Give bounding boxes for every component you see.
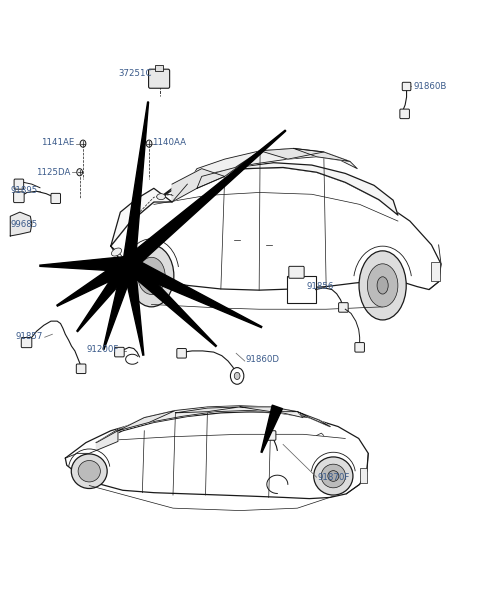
Bar	[360, 467, 367, 483]
Circle shape	[230, 368, 244, 384]
FancyBboxPatch shape	[51, 193, 60, 204]
FancyBboxPatch shape	[177, 349, 186, 358]
Text: 99685: 99685	[10, 220, 37, 229]
Text: 1140AA: 1140AA	[152, 138, 186, 147]
Polygon shape	[111, 168, 441, 290]
Ellipse shape	[72, 454, 107, 488]
Polygon shape	[96, 430, 118, 450]
Text: 1125DA: 1125DA	[36, 168, 71, 177]
Text: 91860B: 91860B	[413, 82, 446, 91]
Ellipse shape	[377, 277, 388, 294]
Text: 91856: 91856	[306, 282, 334, 291]
Polygon shape	[172, 169, 225, 202]
FancyBboxPatch shape	[338, 303, 348, 312]
Polygon shape	[298, 412, 330, 426]
FancyBboxPatch shape	[115, 347, 124, 357]
Polygon shape	[187, 149, 357, 184]
Polygon shape	[77, 260, 134, 331]
Polygon shape	[240, 407, 298, 412]
Bar	[155, 65, 163, 71]
Ellipse shape	[146, 269, 156, 283]
Ellipse shape	[328, 470, 339, 481]
Text: 37251C: 37251C	[119, 69, 152, 78]
Polygon shape	[111, 188, 172, 246]
FancyBboxPatch shape	[355, 343, 364, 352]
Polygon shape	[118, 406, 303, 430]
Polygon shape	[260, 149, 324, 159]
Ellipse shape	[129, 245, 174, 307]
Bar	[287, 276, 316, 303]
Circle shape	[77, 169, 83, 176]
Ellipse shape	[314, 457, 353, 495]
Polygon shape	[197, 151, 260, 188]
FancyBboxPatch shape	[289, 266, 304, 278]
Bar	[432, 261, 440, 281]
Polygon shape	[118, 411, 175, 430]
Ellipse shape	[367, 264, 398, 307]
FancyBboxPatch shape	[400, 109, 409, 119]
Ellipse shape	[111, 248, 121, 256]
FancyBboxPatch shape	[402, 82, 411, 91]
Ellipse shape	[78, 460, 100, 482]
Polygon shape	[123, 102, 149, 264]
Ellipse shape	[138, 257, 165, 294]
Polygon shape	[123, 263, 144, 355]
Polygon shape	[154, 163, 398, 215]
FancyBboxPatch shape	[266, 430, 276, 440]
Polygon shape	[96, 407, 330, 442]
Circle shape	[146, 140, 152, 147]
FancyBboxPatch shape	[21, 337, 32, 347]
Ellipse shape	[157, 193, 165, 199]
Circle shape	[234, 373, 240, 380]
Ellipse shape	[321, 464, 346, 488]
FancyBboxPatch shape	[76, 364, 86, 374]
Text: 1141AE: 1141AE	[41, 138, 74, 147]
FancyBboxPatch shape	[149, 69, 169, 88]
Circle shape	[124, 258, 134, 270]
Text: 91857: 91857	[15, 331, 43, 340]
Text: 91860D: 91860D	[246, 355, 280, 364]
Polygon shape	[294, 149, 350, 162]
Polygon shape	[124, 259, 216, 346]
Polygon shape	[175, 407, 240, 413]
Polygon shape	[103, 262, 135, 349]
FancyBboxPatch shape	[14, 179, 24, 189]
Text: 91895: 91895	[11, 186, 38, 195]
Polygon shape	[126, 257, 262, 328]
Polygon shape	[261, 405, 282, 453]
Text: 91200F: 91200F	[86, 345, 119, 354]
Polygon shape	[57, 258, 132, 306]
Ellipse shape	[359, 251, 406, 320]
Polygon shape	[10, 212, 32, 236]
Text: 91870F: 91870F	[318, 473, 350, 482]
Polygon shape	[124, 130, 286, 269]
FancyBboxPatch shape	[13, 192, 24, 202]
Circle shape	[80, 140, 86, 147]
Polygon shape	[65, 412, 368, 498]
Polygon shape	[40, 256, 129, 272]
